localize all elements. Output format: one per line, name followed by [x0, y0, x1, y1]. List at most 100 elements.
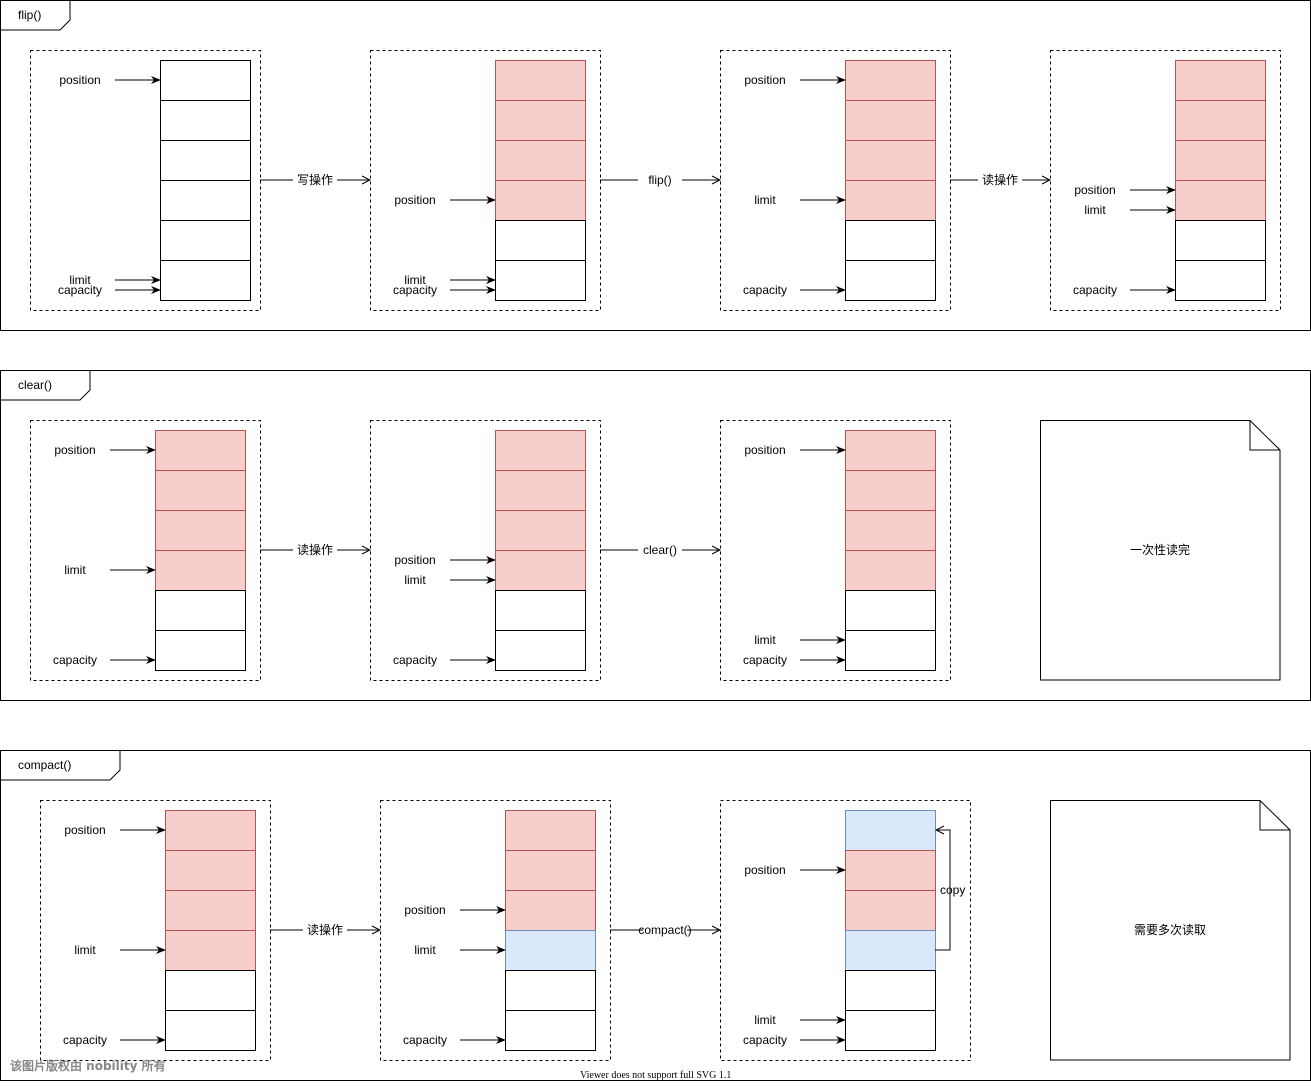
position-label: position: [744, 443, 785, 457]
limit-label: limit: [754, 193, 776, 207]
panel-title: flip(): [18, 8, 41, 22]
buffer-cell-filled: [495, 470, 586, 511]
buffer-cell-filled: [845, 470, 936, 511]
capacity-label: capacity: [53, 653, 97, 667]
capacity-label: capacity: [743, 283, 787, 297]
buffer-cell-filled: [155, 550, 246, 591]
buffer-cell-empty: [160, 140, 251, 181]
capacity-label: capacity: [63, 1033, 107, 1047]
buffer-cell-filled: [845, 850, 936, 891]
buffer-cell-empty: [165, 1010, 256, 1051]
position-label: position: [394, 553, 435, 567]
panel-tab: [0, 750, 121, 781]
transition-label-bg: [638, 172, 682, 186]
buffer-cell-filled: [495, 510, 586, 551]
limit-label: limit: [64, 563, 86, 577]
buffer-cell-filled: [505, 810, 596, 851]
watermark: 该图片版权由 nobility 所有: [10, 1058, 166, 1073]
transition-label-bg: [643, 922, 687, 936]
buffer-cell-empty: [845, 970, 936, 1011]
buffer-cell-filled: [1175, 100, 1266, 141]
capacity-label: capacity: [393, 283, 437, 297]
position-label: position: [404, 903, 445, 917]
note-text: 一次性读完: [1130, 542, 1190, 557]
buffer-cell-empty: [160, 260, 251, 301]
buffer-cell-empty: [160, 220, 251, 261]
note-fold: [1259, 800, 1290, 831]
buffer-cell-filled: [845, 890, 936, 931]
transition-label: 读操作: [307, 922, 343, 937]
buffer-cell-copied: [505, 930, 596, 971]
buffer-cell-copied: [845, 930, 936, 971]
buffer-cell-copied: [845, 810, 936, 851]
note: [1050, 800, 1291, 1061]
buffer-cell-filled: [495, 140, 586, 181]
buffer-cell-empty: [495, 260, 586, 301]
limit-label: limit: [754, 1013, 776, 1027]
limit-label: limit: [404, 273, 426, 287]
buffer-cell-filled: [845, 140, 936, 181]
panel-clear: clear() position limit capacity position limi…: [0, 370, 1311, 701]
buffer-state: position limit capacity: [370, 420, 601, 681]
buffer-cell-filled: [155, 470, 246, 511]
buffer-cell-empty: [495, 590, 586, 631]
transition-label-bg: [978, 172, 1022, 186]
buffer-cell-empty: [845, 590, 936, 631]
note-fold: [1249, 420, 1280, 451]
buffer-cell-filled: [495, 180, 586, 221]
capacity-label: capacity: [58, 283, 102, 297]
buffer-cell-empty: [495, 630, 586, 671]
buffer-cell-filled: [845, 100, 936, 141]
buffer-cell-filled: [505, 890, 596, 931]
buffer-cell-filled: [845, 60, 936, 101]
buffer-cell-filled: [165, 930, 256, 971]
buffer-state: position limit capacity: [720, 50, 951, 311]
buffer-state: position limit capacity: [30, 420, 261, 681]
limit-label: limit: [74, 943, 96, 957]
limit-label: limit: [1084, 203, 1106, 217]
buffer-state: position limit capacity copy: [720, 800, 971, 1061]
transition-label-bg: [303, 922, 347, 936]
buffer-cell-empty: [160, 60, 251, 101]
panel-title: clear(): [18, 378, 52, 392]
position-label: position: [744, 863, 785, 877]
buffer-cell-filled: [845, 550, 936, 591]
copy-label: copy: [940, 883, 965, 897]
buffer-cell-filled: [155, 430, 246, 471]
transition-label: clear(): [643, 543, 677, 557]
panel-flip: flip()positionlimitcapacitypositionlimit…: [0, 0, 1311, 331]
position-label: position: [54, 443, 95, 457]
buffer-cell-empty: [155, 590, 246, 631]
buffer-cell-filled: [1175, 140, 1266, 181]
buffer-cell-empty: [505, 970, 596, 1011]
transition-label: 写操作: [297, 172, 333, 187]
state-frame: [720, 420, 951, 681]
buffer-cell-filled: [165, 890, 256, 931]
buffer-cell-empty: [495, 220, 586, 261]
position-label: position: [394, 193, 435, 207]
transition-label: flip(): [648, 173, 671, 187]
buffer-cell-empty: [155, 630, 246, 671]
limit-label: limit: [404, 573, 426, 587]
buffer-cell-empty: [1175, 260, 1266, 301]
note: [1040, 420, 1281, 681]
position-label: position: [59, 73, 100, 87]
transition-label: 读操作: [297, 542, 333, 557]
panel-title: compact(): [18, 758, 71, 772]
copy-arrow: [935, 830, 951, 951]
buffer-cell-filled: [495, 60, 586, 101]
position-label: position: [64, 823, 105, 837]
buffer-cell-empty: [845, 630, 936, 671]
capacity-label: capacity: [393, 653, 437, 667]
panel-compact: compact() position limit capacity position li…: [0, 750, 1311, 1081]
buffer-cell-filled: [495, 550, 586, 591]
position-label: position: [744, 73, 785, 87]
buffer-cell-filled: [495, 100, 586, 141]
buffer-cell-empty: [1175, 220, 1266, 261]
buffer-cell-empty: [845, 220, 936, 261]
buffer-cell-filled: [1175, 60, 1266, 101]
buffer-state: position limit capacity: [40, 800, 271, 1061]
